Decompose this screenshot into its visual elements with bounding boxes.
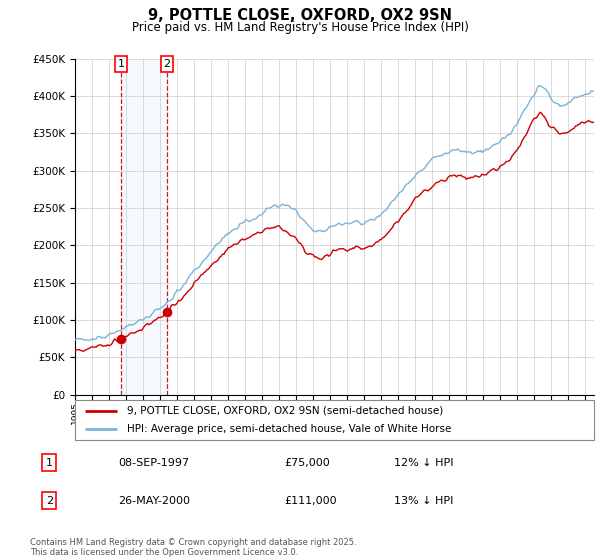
- Text: HPI: Average price, semi-detached house, Vale of White Horse: HPI: Average price, semi-detached house,…: [127, 424, 451, 435]
- Text: Price paid vs. HM Land Registry's House Price Index (HPI): Price paid vs. HM Land Registry's House …: [131, 21, 469, 34]
- Text: 2: 2: [163, 59, 170, 69]
- Bar: [121, 59, 167, 395]
- Text: 1: 1: [118, 59, 125, 69]
- Text: Contains HM Land Registry data © Crown copyright and database right 2025.
This d: Contains HM Land Registry data © Crown c…: [30, 538, 356, 557]
- Text: 1: 1: [46, 458, 53, 468]
- Text: £111,000: £111,000: [284, 496, 337, 506]
- Text: 26-MAY-2000: 26-MAY-2000: [118, 496, 190, 506]
- Text: 9, POTTLE CLOSE, OXFORD, OX2 9SN: 9, POTTLE CLOSE, OXFORD, OX2 9SN: [148, 8, 452, 24]
- Text: 12% ↓ HPI: 12% ↓ HPI: [394, 458, 454, 468]
- Text: 13% ↓ HPI: 13% ↓ HPI: [394, 496, 454, 506]
- Text: 08-SEP-1997: 08-SEP-1997: [118, 458, 190, 468]
- FancyBboxPatch shape: [75, 400, 594, 440]
- Text: £75,000: £75,000: [284, 458, 329, 468]
- Text: 9, POTTLE CLOSE, OXFORD, OX2 9SN (semi-detached house): 9, POTTLE CLOSE, OXFORD, OX2 9SN (semi-d…: [127, 405, 443, 416]
- Text: 2: 2: [46, 496, 53, 506]
